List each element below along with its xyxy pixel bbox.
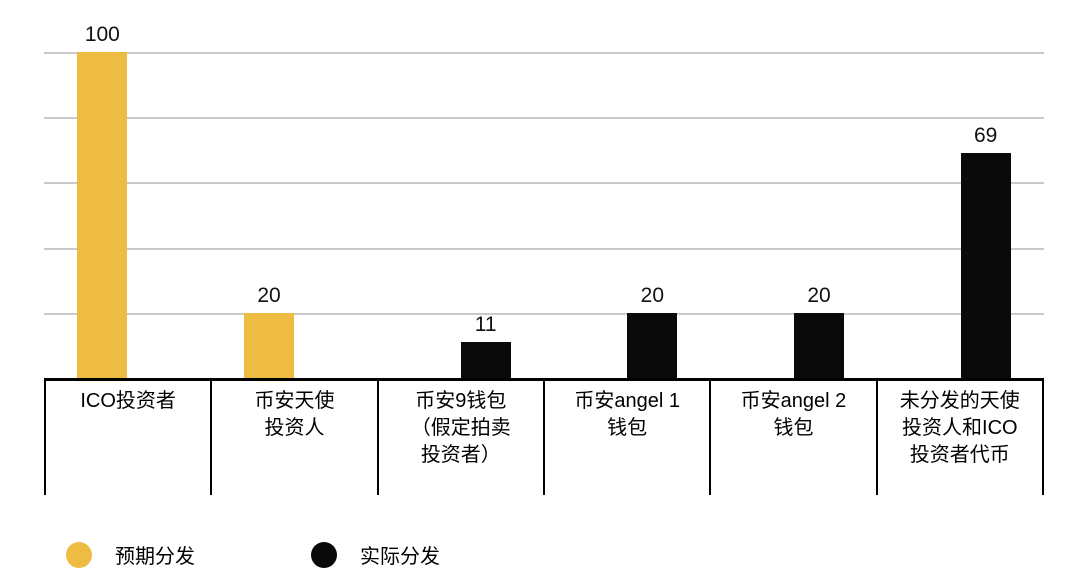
actual-bar bbox=[794, 312, 845, 378]
actual-bar bbox=[960, 153, 1011, 378]
bar-group-3: 11 bbox=[377, 52, 544, 378]
category-label-2: 币安天使 投资人 bbox=[210, 381, 376, 495]
category-axis: ICO投资者 币安天使 投资人 币安9钱包 （假定拍卖 投资者） 币安angel 1 钱包 币安… bbox=[44, 378, 1044, 495]
bar-group-6: 69 bbox=[877, 52, 1044, 378]
legend-dot-icon bbox=[311, 541, 337, 568]
legend-item-expected: 预期分发 bbox=[66, 540, 195, 569]
actual-bar-slot: 20 bbox=[627, 284, 678, 378]
actual-bar bbox=[460, 342, 511, 378]
category-label-line: 币安angel 2 bbox=[740, 390, 847, 412]
gridline-20 bbox=[44, 312, 1044, 315]
bar-group-1: 100 bbox=[44, 23, 211, 378]
expected-bar bbox=[77, 52, 128, 378]
legend-item-actual: 实际分发 bbox=[311, 540, 440, 569]
actual-bar-slot: 69 bbox=[960, 124, 1011, 378]
category-label-line: （假定拍卖 bbox=[410, 417, 511, 439]
actual-bar-slot: 20 bbox=[794, 284, 845, 378]
gridline-100 bbox=[44, 52, 1044, 54]
category-label-line: 投资人 bbox=[264, 417, 325, 439]
bar-group-2: 20 bbox=[211, 52, 378, 378]
category-label-line: 币安天使 bbox=[254, 390, 335, 412]
category-label-line: 钱包 bbox=[773, 417, 814, 439]
gridline-40 bbox=[44, 247, 1044, 250]
legend: 预期分发 实际分发 bbox=[66, 540, 440, 569]
legend-label: 实际分发 bbox=[360, 546, 440, 568]
category-label-4: 币安angel 1 钱包 bbox=[542, 381, 709, 495]
plot-area: 100 20 11 20 20 69 bbox=[44, 23, 1044, 378]
actual-bar bbox=[627, 312, 678, 378]
category-label-1: ICO投资者 bbox=[44, 381, 210, 495]
expected-bar-slot: 100 bbox=[77, 23, 128, 378]
gridline-80 bbox=[44, 117, 1044, 120]
category-label-5: 币安angel 2 钱包 bbox=[709, 381, 875, 495]
category-label-line: 投资者） bbox=[420, 444, 501, 466]
legend-label: 预期分发 bbox=[115, 546, 195, 568]
category-label-line: 投资人和ICO bbox=[902, 417, 1018, 439]
category-label-line: 币安9钱包 bbox=[415, 390, 507, 412]
bar-group-4: 20 bbox=[544, 52, 711, 378]
gridline-60 bbox=[44, 182, 1044, 185]
category-label-line: 投资者代币 bbox=[909, 444, 1010, 466]
category-label-6: 未分发的天使 投资人和ICO 投资者代币 bbox=[875, 381, 1044, 495]
bar-value-label: 11 bbox=[474, 313, 497, 337]
category-label-line: 币安angel 1 bbox=[574, 390, 680, 412]
bar-value-label: 20 bbox=[257, 283, 281, 307]
category-label-line: ICO投资者 bbox=[80, 390, 176, 412]
legend-dot-icon bbox=[66, 541, 92, 568]
bar-value-label: 20 bbox=[640, 283, 665, 307]
bar-value-label: 100 bbox=[84, 23, 120, 46]
bar-value-label: 69 bbox=[974, 124, 998, 148]
actual-bar-slot: 11 bbox=[460, 313, 511, 378]
bars-layer: 100 20 11 20 20 69 bbox=[44, 23, 1044, 378]
category-label-line: 未分发的天使 bbox=[899, 390, 1020, 412]
expected-bar-slot: 20 bbox=[244, 284, 295, 378]
bar-value-label: 20 bbox=[807, 283, 831, 307]
category-label-3: 币安9钱包 （假定拍卖投资者） bbox=[376, 381, 543, 495]
bar-group-5: 20 bbox=[711, 52, 878, 378]
expected-bar bbox=[244, 312, 295, 378]
category-label-line: 钱包 bbox=[607, 417, 648, 439]
